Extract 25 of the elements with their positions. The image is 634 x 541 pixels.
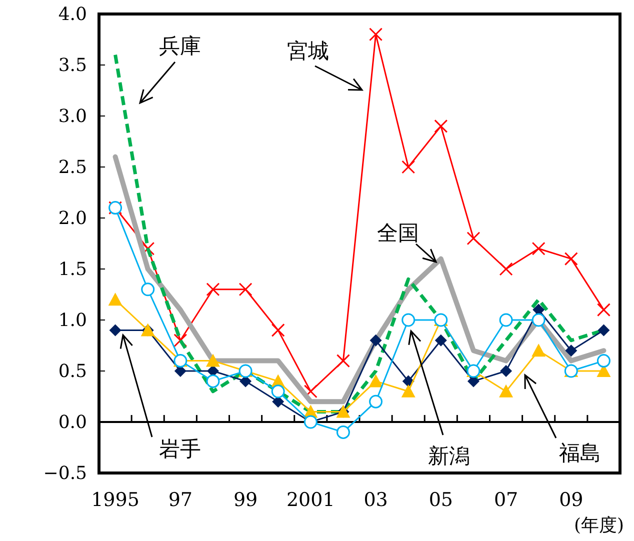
y-tick-label: −0.5 bbox=[43, 463, 87, 484]
y-tick-label: 0.5 bbox=[58, 361, 87, 382]
y-tick-label: 3.5 bbox=[58, 55, 87, 76]
text: 兵庫 bbox=[159, 34, 201, 58]
y-tick-label: 2.0 bbox=[58, 208, 87, 229]
y-tick-label: 0.0 bbox=[58, 412, 87, 433]
y-tick-label: 4.0 bbox=[58, 4, 87, 25]
y-tick-label: 1.0 bbox=[58, 310, 87, 331]
y-tick-label: 1.5 bbox=[58, 259, 87, 280]
x-axis-title: (年度) bbox=[574, 515, 624, 536]
x-tick-label: 97 bbox=[168, 489, 192, 511]
y-tick-label: 3.0 bbox=[58, 106, 87, 127]
text: 新潟 bbox=[428, 444, 470, 468]
text: 福島 bbox=[559, 441, 601, 465]
x-tick-label: 09 bbox=[559, 489, 584, 511]
x-tick-label: 1995 bbox=[91, 489, 140, 511]
x-tick-label: 2001 bbox=[286, 489, 335, 511]
series-label: 宮城 bbox=[287, 39, 329, 63]
x-tick-label: 05 bbox=[428, 489, 453, 511]
x-tick-label: 99 bbox=[233, 489, 258, 511]
text: 岩手 bbox=[159, 437, 201, 461]
y-tick-label: 2.5 bbox=[58, 157, 87, 178]
series-label: 全国 bbox=[377, 221, 419, 245]
x-tick-label: 03 bbox=[364, 489, 388, 511]
x-tick-label: 07 bbox=[494, 489, 518, 511]
